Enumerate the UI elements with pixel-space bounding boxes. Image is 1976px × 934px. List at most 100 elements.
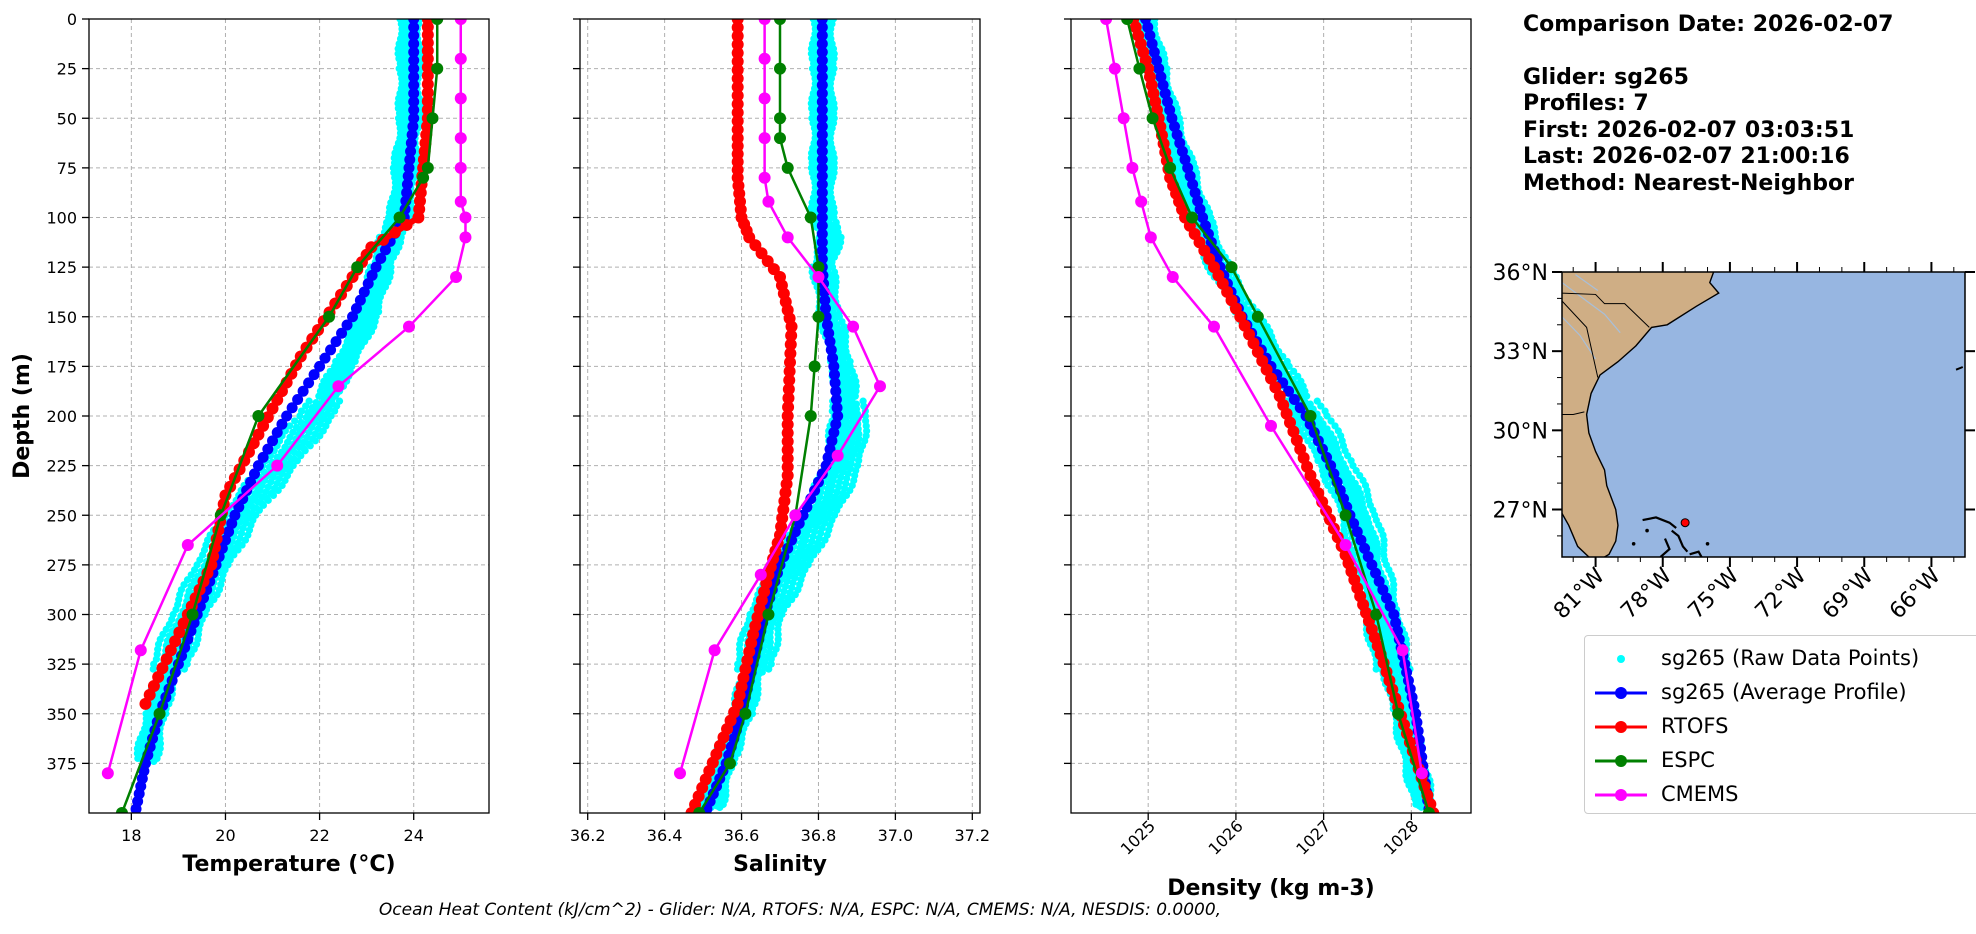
series-point [781,418,794,431]
legend-marker [1615,789,1627,801]
legend-symbol [1617,655,1625,663]
raw-data-point [210,596,218,604]
legend-marker [1615,721,1627,733]
raw-data-point [791,591,799,599]
series-point [421,161,434,174]
series-point [323,310,335,323]
series-point [781,161,794,174]
y-tick-label: 325 [46,655,77,674]
series-point [1146,112,1159,125]
series-point [782,401,795,414]
series-point [783,374,796,387]
series-point [421,78,434,91]
state-border [1562,292,1650,328]
profile-count: Profiles: 7 [1523,91,1649,116]
series-point [1192,195,1204,207]
series-point [823,327,835,339]
series-point [160,653,173,666]
series-rtofs [685,19,798,813]
island-dot [1631,542,1636,546]
series-point [816,236,828,248]
series-point [173,626,186,639]
series-sg265-average-profile- [130,19,420,813]
series-point [827,352,839,364]
series-point [281,410,293,422]
raw-data-point [302,402,310,410]
series-point [762,195,775,208]
raw-data-point [719,800,727,809]
series-point [816,137,828,149]
series-point [421,52,434,65]
river [1562,282,1621,334]
series-point [816,203,828,215]
lat-label: 27°N [1493,499,1548,524]
series-point [1155,71,1167,83]
raw-data-point [1317,402,1325,410]
raw-data-point [748,705,757,713]
x-tick-label: 1028 [1380,816,1422,858]
legend-item: sg265 (Raw Data Points) [1585,642,1976,676]
y-tick-label: 375 [46,754,77,773]
raw-data-point [301,447,309,455]
series-point [784,347,797,360]
series-point [341,319,353,331]
raw-data-point [1390,581,1398,589]
series-point [219,534,231,546]
raw-data-point [149,665,157,673]
series-point [816,187,828,199]
series-point [1164,161,1177,174]
series-point [781,435,794,448]
series-point [1294,402,1306,414]
series-point [754,568,767,581]
series-point [1142,21,1154,33]
series-point [1202,228,1214,240]
legend-symbol [1595,721,1647,733]
last-time: Last: 2026-02-07 21:00:16 [1523,144,1850,169]
series-point [1359,542,1371,554]
series-point [816,212,828,223]
series-point [325,344,337,356]
series-point [375,253,387,265]
y-tick-label: 125 [46,258,77,277]
series-point [739,707,752,720]
series-point [1396,644,1409,657]
series-point [674,767,686,780]
series-point [421,69,434,82]
first-time: First: 2026-02-07 03:03:51 [1523,117,1855,143]
series-point [1159,87,1171,99]
series-point [816,21,828,33]
series-point [816,170,828,182]
series-point [1339,539,1352,552]
series-line [1125,19,1431,813]
legend-label: ESPC [1661,748,1715,772]
x-tick-label: 36.2 [570,826,606,845]
series-point [408,104,420,116]
series-point [226,518,238,530]
land [1562,272,1720,557]
series-point [405,137,417,149]
series-cmems [674,19,886,780]
raw-data-point [851,392,859,400]
series-point [1164,104,1176,116]
lon-label: 81°W [1549,563,1610,624]
legend-marker [1617,655,1625,663]
raw-data-point [767,655,775,663]
raw-data-point [262,488,270,496]
lon-label: 78°W [1616,563,1677,624]
raw-data-point [1380,546,1388,554]
series-point [816,71,828,83]
series-point [147,679,160,692]
raw-data-point [1304,437,1312,445]
info-box: Comparison Date: 2026-02-07 Glider: sg26… [1523,12,1963,197]
series-point [1283,385,1295,397]
series-point [153,707,166,720]
raw-data-point [1303,392,1311,400]
plot-area [101,19,472,813]
series-point [454,92,467,105]
series-point [245,476,257,488]
series-point [781,452,794,465]
legend-marker [1615,755,1627,767]
series-point [454,19,467,25]
island [1671,529,1689,553]
